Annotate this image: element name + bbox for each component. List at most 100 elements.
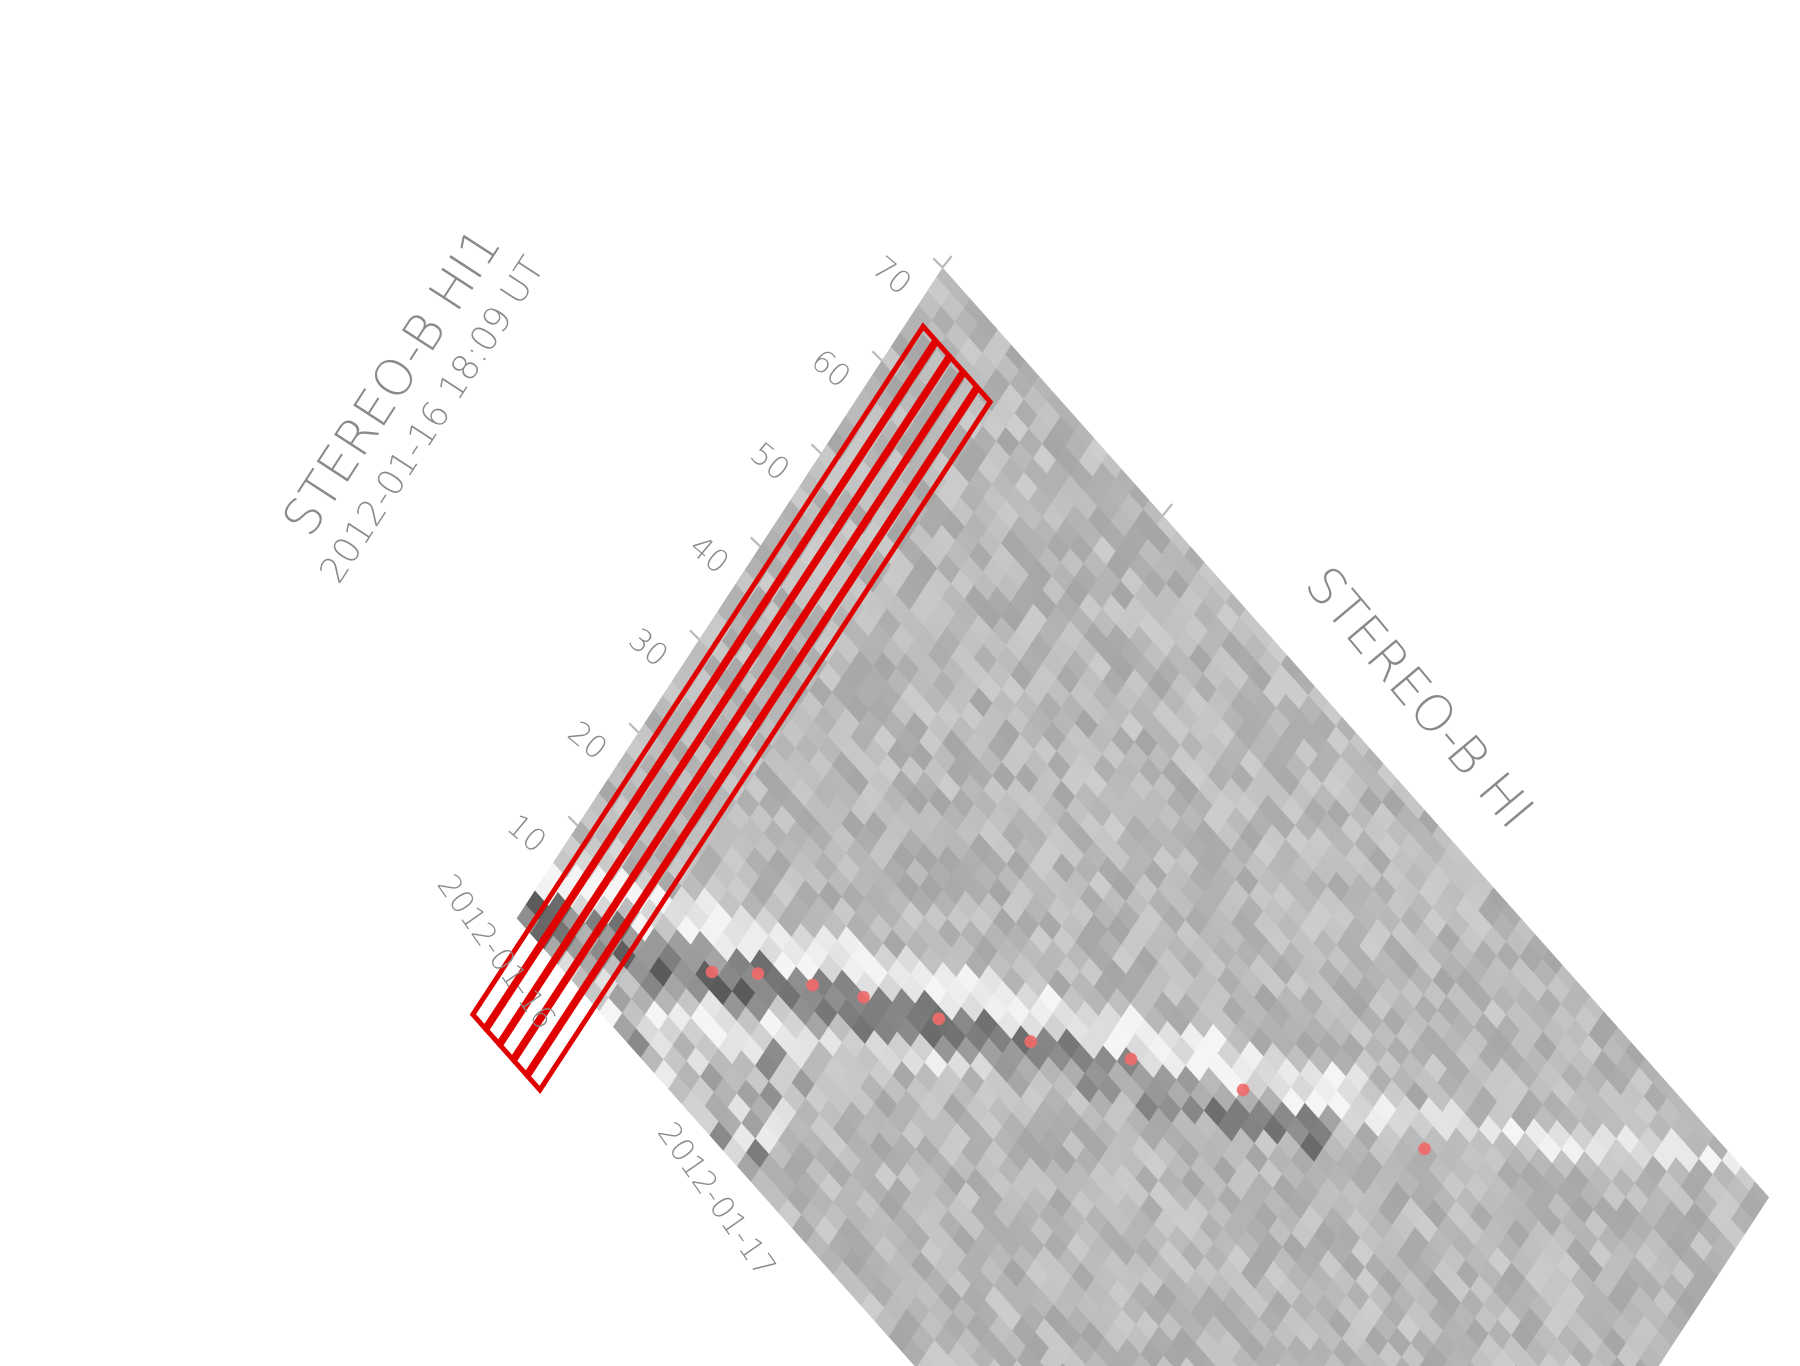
texture-cell bbox=[904, 493, 929, 524]
texture-cell bbox=[869, 1058, 894, 1090]
texture-cell bbox=[1396, 1240, 1421, 1271]
texture-cell bbox=[1419, 1096, 1443, 1127]
texture-cell bbox=[672, 1031, 697, 1062]
texture-cell bbox=[1005, 485, 1030, 516]
texture-cell bbox=[1135, 1310, 1160, 1341]
texture-cell bbox=[668, 1074, 692, 1105]
texture-cell bbox=[831, 532, 856, 563]
texture-cell bbox=[1372, 801, 1397, 833]
texture-cell bbox=[1154, 1354, 1178, 1366]
texture-cell bbox=[1116, 900, 1141, 932]
frame-box[interactable] bbox=[487, 342, 949, 1044]
texture-cell bbox=[1037, 473, 1062, 504]
texture-cell bbox=[1025, 1331, 1050, 1363]
texture-cell bbox=[1511, 1175, 1535, 1206]
texture-cell bbox=[1130, 843, 1154, 874]
texture-cell bbox=[1291, 1145, 1315, 1177]
texture-cell bbox=[859, 781, 884, 812]
texture-cell bbox=[1419, 1241, 1444, 1273]
texture-cell bbox=[1152, 699, 1177, 730]
texture-cell bbox=[1111, 798, 1136, 830]
texture-cell bbox=[1460, 1288, 1485, 1319]
texture-cell bbox=[1226, 1024, 1251, 1056]
texture-cell bbox=[1066, 1014, 1091, 1045]
texture-cell bbox=[1460, 1215, 1485, 1246]
texture-cell bbox=[677, 987, 701, 1019]
texture-cell bbox=[868, 621, 893, 653]
texture-cell bbox=[863, 519, 888, 551]
texture-cell bbox=[1171, 744, 1195, 775]
frame-box[interactable] bbox=[514, 373, 976, 1075]
texture-cell bbox=[906, 1003, 930, 1034]
texture-cell bbox=[750, 1094, 775, 1126]
texture-cell bbox=[1080, 1320, 1105, 1352]
texture-cell bbox=[1038, 837, 1063, 868]
texture-cell bbox=[1244, 705, 1268, 737]
texture-cell bbox=[1030, 1142, 1054, 1174]
texture-cell bbox=[1446, 981, 1471, 1012]
texture-cell bbox=[744, 555, 769, 586]
y-tick bbox=[810, 443, 822, 455]
texture-cell bbox=[886, 521, 911, 552]
texture-cell bbox=[1152, 626, 1177, 658]
texture-cell bbox=[927, 349, 952, 380]
texture-cell bbox=[732, 1122, 757, 1153]
texture-cell bbox=[1314, 1292, 1339, 1324]
texture-cell bbox=[1277, 984, 1301, 1016]
texture-cell bbox=[1322, 987, 1347, 1019]
texture-cell bbox=[1006, 704, 1030, 735]
texture-cell bbox=[1227, 1170, 1251, 1201]
texture-cell bbox=[970, 978, 994, 1009]
texture-cell bbox=[769, 1139, 793, 1170]
texture-cell bbox=[961, 992, 985, 1023]
texture-cell bbox=[1061, 766, 1085, 797]
texture-cell bbox=[841, 590, 865, 622]
texture-cell bbox=[1148, 961, 1173, 992]
texture-cell bbox=[553, 848, 577, 879]
texture-cell bbox=[991, 324, 1016, 355]
texture-cell bbox=[732, 976, 756, 1008]
texture-cell bbox=[818, 662, 842, 693]
texture-cell bbox=[663, 1045, 688, 1076]
texture-cell bbox=[782, 1009, 807, 1040]
texture-cell bbox=[1432, 893, 1457, 924]
texture-cell bbox=[676, 914, 701, 946]
texture-cell bbox=[649, 883, 674, 915]
texture-cell bbox=[612, 939, 637, 971]
texture-cell bbox=[1373, 1311, 1398, 1343]
texture-cell bbox=[1488, 1319, 1513, 1350]
texture-cell bbox=[814, 851, 838, 882]
texture-cell bbox=[1048, 1114, 1073, 1146]
texture-cell bbox=[1272, 1027, 1297, 1059]
texture-cell bbox=[860, 927, 884, 958]
texture-cell bbox=[891, 769, 916, 800]
texture-cell bbox=[1309, 1336, 1334, 1366]
texture-cell bbox=[989, 1241, 1013, 1273]
texture-cell bbox=[616, 750, 641, 781]
texture-cell bbox=[914, 625, 939, 656]
texture-cell bbox=[1653, 1213, 1677, 1245]
texture-cell bbox=[1161, 539, 1186, 571]
texture-cell bbox=[1034, 953, 1058, 985]
texture-cell bbox=[882, 783, 907, 814]
frame-box[interactable] bbox=[500, 357, 962, 1059]
texture-cell bbox=[1120, 711, 1145, 743]
texture-cell bbox=[1034, 1099, 1059, 1130]
texture-cell bbox=[918, 435, 943, 467]
texture-cell bbox=[1593, 1195, 1618, 1226]
texture-cell bbox=[791, 849, 815, 881]
frame-box[interactable] bbox=[528, 388, 990, 1090]
texture-cell bbox=[832, 896, 857, 927]
texture-cell bbox=[1189, 934, 1214, 966]
texture-cell bbox=[543, 862, 568, 893]
texture-cell bbox=[1065, 722, 1090, 754]
texture-cell bbox=[1015, 835, 1040, 867]
texture-cell bbox=[741, 1035, 765, 1067]
texture-cell bbox=[1198, 848, 1223, 879]
texture-cell bbox=[878, 753, 902, 785]
frame-box[interactable] bbox=[473, 326, 935, 1028]
texture-cell bbox=[1126, 1251, 1151, 1282]
texture-cell bbox=[704, 872, 728, 904]
texture-cell bbox=[722, 845, 747, 876]
texture-cell bbox=[740, 598, 764, 630]
